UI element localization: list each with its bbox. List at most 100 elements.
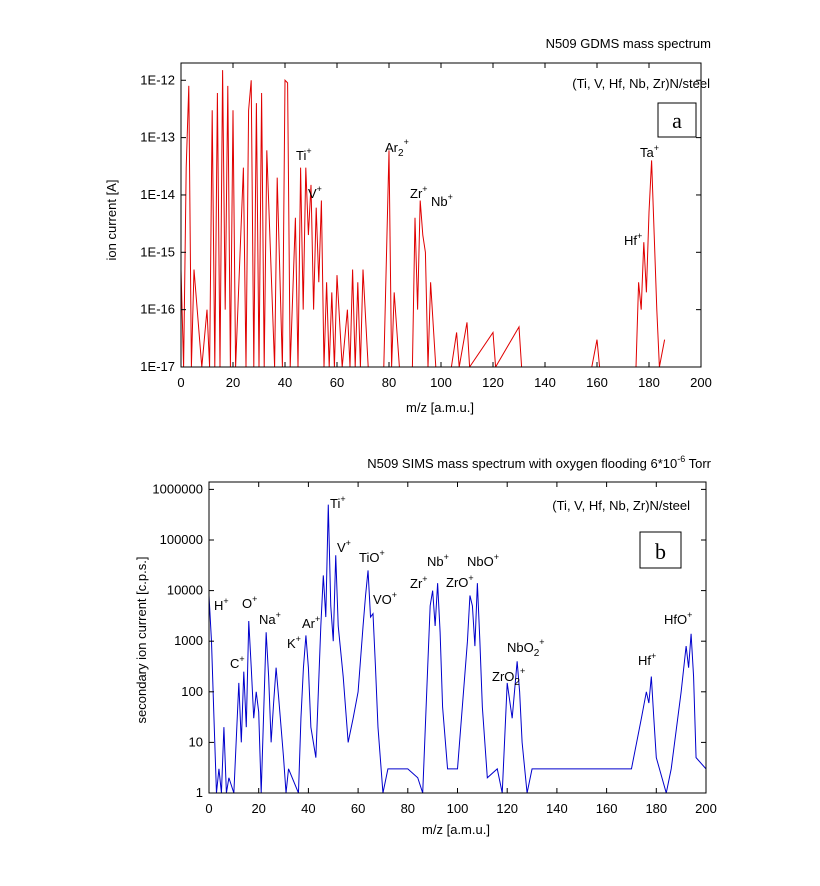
peak-label-sup: +	[444, 552, 449, 562]
peak-label: Ti+	[296, 146, 312, 163]
peak-label-sup: +	[520, 666, 525, 676]
peak-label-text: Ti	[330, 496, 340, 511]
peak-label-text: Hf	[638, 653, 651, 668]
peak-label: H+	[214, 596, 229, 613]
peak-label-text: Zr	[410, 186, 423, 201]
peak-label-text: Ta	[640, 145, 655, 160]
peak-label: V+	[337, 538, 351, 555]
peak-label-text: TiO	[359, 550, 379, 565]
peak-label: NbO2+	[507, 637, 545, 659]
x-tick-label: 180	[638, 375, 660, 390]
chart-title-text: N509 GDMS mass spectrum	[546, 36, 711, 51]
peak-label-text: ZrO	[492, 669, 514, 684]
x-tick-label: 40	[278, 375, 292, 390]
y-tick-label: 1	[196, 785, 203, 800]
x-tick-label: 100	[447, 801, 469, 816]
x-tick-label: 200	[695, 801, 717, 816]
peak-label-sup: +	[494, 552, 499, 562]
peak-label-sup: +	[422, 574, 427, 584]
y-axis-label: ion current [A]	[104, 180, 119, 261]
peak-label-sup: +	[448, 192, 453, 202]
spectrum-line	[181, 70, 666, 367]
peak-label: Ta+	[640, 143, 659, 160]
peak-label: Hf+	[624, 231, 642, 248]
x-tick-label: 80	[401, 801, 415, 816]
peak-label-sup: +	[239, 654, 244, 664]
peak-label-sup: +	[654, 143, 659, 153]
panel-label: b	[655, 539, 666, 564]
x-tick-label: 120	[482, 375, 504, 390]
peak-label: O+	[242, 594, 257, 611]
peak-label-text: V	[337, 540, 346, 555]
peak-label-sub: 2	[534, 648, 540, 659]
sample-annotation: (Ti, V, Hf, Nb, Zr)N/steel	[572, 76, 710, 91]
x-tick-label: 100	[430, 375, 452, 390]
x-tick-label: 160	[596, 801, 618, 816]
x-tick-label: 20	[251, 801, 265, 816]
peak-label-text: O	[242, 596, 252, 611]
y-tick-label: 100000	[160, 532, 203, 547]
chart-title-tail: Torr	[685, 456, 711, 471]
peak-label-text: Na	[259, 612, 276, 627]
peak-label: Ar2+	[385, 137, 409, 159]
peak-label-sup: +	[306, 146, 311, 156]
panel-box	[657, 102, 697, 138]
peak-label-text: NbO	[467, 554, 494, 569]
y-tick-label: 1E-13	[140, 130, 175, 145]
peak-label: Na+	[259, 610, 281, 627]
panel-box	[639, 531, 682, 569]
chart-title-sup: -6	[677, 454, 685, 464]
peak-label-sup: +	[276, 610, 281, 620]
peak-label: TiO+	[359, 548, 385, 565]
y-tick-label: 1E-12	[140, 72, 175, 87]
peak-label-sup: +	[637, 231, 642, 241]
peak-label-text: ZrO	[446, 575, 468, 590]
peak-label-text: Ar	[302, 616, 316, 631]
x-tick-label: 80	[382, 375, 396, 390]
panel-label: a	[672, 108, 682, 133]
peak-label: Nb+	[431, 192, 453, 209]
peak-label-text: Ti	[296, 148, 306, 163]
peak-label: VO+	[373, 590, 397, 607]
peak-label: Ar+	[302, 614, 320, 631]
peak-label-text: V	[308, 186, 317, 201]
peak-label-text: VO	[373, 592, 392, 607]
peak-label: Ti+	[330, 494, 346, 511]
peak-label-sup: +	[468, 573, 473, 583]
x-tick-label: 0	[205, 801, 212, 816]
peak-label: ZrO2+	[492, 666, 525, 688]
peak-label-text: NbO	[507, 640, 534, 655]
y-tick-label: 1E-15	[140, 244, 175, 259]
peak-label-sub: 2	[514, 677, 520, 688]
peak-label-text: Hf	[624, 233, 637, 248]
y-tick-label: 1000	[174, 633, 203, 648]
y-tick-label: 1E-16	[140, 302, 175, 317]
peak-label: C+	[230, 654, 245, 671]
y-tick-label: 1000000	[152, 481, 203, 496]
peak-label-sup: +	[379, 548, 384, 558]
peak-label: V+	[308, 184, 322, 201]
y-axis-label: secondary ion current [c.p.s.]	[134, 557, 149, 724]
peak-label: NbO+	[467, 552, 499, 569]
y-tick-label: 10	[189, 734, 203, 749]
peak-label-text: Nb	[431, 194, 448, 209]
peak-label-text: K	[287, 636, 296, 651]
chart-title: N509 GDMS mass spectrum	[546, 36, 711, 51]
y-tick-label: 1E-17	[140, 359, 175, 374]
peak-label-text: H	[214, 598, 223, 613]
x-tick-label: 60	[330, 375, 344, 390]
peak-label-text: HfO	[664, 612, 687, 627]
x-tick-label: 140	[546, 801, 568, 816]
peak-label: Hf+	[638, 651, 656, 668]
spectrum-line	[209, 504, 706, 793]
x-tick-label: 160	[586, 375, 608, 390]
peak-label-text: Nb	[427, 554, 444, 569]
x-tick-label: 180	[645, 801, 667, 816]
peak-label: K+	[287, 634, 301, 651]
peak-label-sup: +	[252, 594, 257, 604]
peak-label-sup: +	[340, 494, 345, 504]
y-tick-label: 100	[181, 684, 203, 699]
peak-label-sup: +	[315, 614, 320, 624]
